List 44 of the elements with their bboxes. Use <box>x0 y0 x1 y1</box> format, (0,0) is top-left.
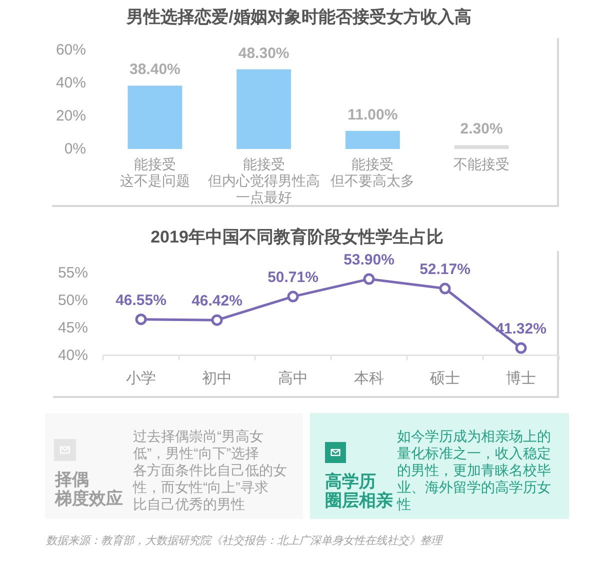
text: 如今学历成为相亲场上的量化标准之一，收入稳定的男性，更加青睐名校毕业、海外留学的高学历女性 <box>396 428 551 512</box>
x-tick-label: 能接受但不要高太多 <box>330 156 415 188</box>
x-tick-label: 初中 <box>202 370 232 386</box>
y-tick-label: 50% <box>58 292 88 309</box>
y-tick-label: 60% <box>56 42 86 58</box>
chart-title: 男性选择恋爱/婚姻对象时能否接受女方收入高 <box>126 8 472 26</box>
source-note: 数据来源：教育部，大数据研究院《社交报告：北上广深单身女性在线社交》整理 <box>46 534 444 547</box>
bar <box>345 130 400 149</box>
chart-title: 2019年中国不同教育阶段女性学生占比 <box>150 226 444 246</box>
point <box>363 273 375 285</box>
x-tick-label: 不能接受 <box>454 156 510 172</box>
text: 过去择偶崇尚“男高女低”，男性“向下”选择各方面条件比自己低的女性，而女性“向上”寻求比自己优秀的男性 <box>132 428 287 512</box>
x-tick-label: 硕士 <box>429 370 460 386</box>
y-tick-label: 0% <box>64 140 86 158</box>
data-label: 38.40% <box>130 61 180 78</box>
data-label: 11.00% <box>348 106 398 124</box>
y-tick-label: 40% <box>56 74 86 92</box>
data-label: 50.71% <box>268 269 318 286</box>
data-label: 2.30% <box>460 120 503 138</box>
point <box>135 314 147 326</box>
point <box>211 314 223 326</box>
data-label: 46.42% <box>192 292 242 310</box>
bar <box>128 86 182 149</box>
point <box>287 290 299 302</box>
point <box>515 342 527 354</box>
data-label: 48.30% <box>238 44 290 62</box>
bar <box>454 145 509 149</box>
y-tick-label: 55% <box>58 264 88 282</box>
point <box>439 282 451 294</box>
x-tick-label: 博士 <box>506 370 536 386</box>
y-tick-label: 20% <box>56 108 86 124</box>
x-tick-label: 能接受这不是问题 <box>120 156 190 188</box>
data-label: 46.55% <box>116 292 166 309</box>
x-tick-label: 本科 <box>354 370 384 386</box>
x-tick-label: 小学 <box>126 370 156 386</box>
x-tick-label: 高中 <box>278 370 308 386</box>
text: 择偶梯度效应 <box>54 470 123 508</box>
data-label: 52.17% <box>420 261 470 278</box>
text: 高学历圈层相亲 <box>325 472 393 510</box>
y-tick-label: 40% <box>58 346 88 364</box>
x-tick-label: 能接受但内心觉得男性高一点最好 <box>208 156 320 205</box>
data-label: 53.90% <box>344 252 394 269</box>
bar <box>236 69 292 149</box>
y-tick-label: 45% <box>58 319 88 336</box>
